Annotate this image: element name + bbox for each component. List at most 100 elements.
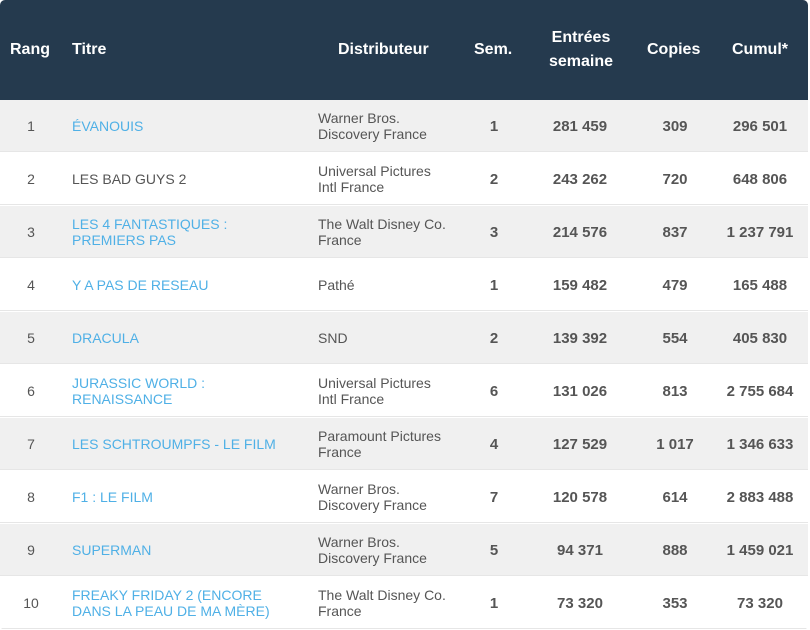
film-title-text[interactable]: Y A PAS DE RESEAU: [72, 277, 208, 293]
distributor-line1: Paramount Pictures: [318, 428, 441, 444]
film-title-text[interactable]: LES 4 FANTASTIQUES : PREMIERS PAS: [72, 216, 227, 248]
distributor-line1: SND: [318, 330, 348, 346]
film-title-link[interactable]: LES 4 FANTASTIQUES : PREMIERS PAS: [72, 206, 302, 258]
film-title-link[interactable]: FREAKY FRIDAY 2 (ENCORE DANS LA PEAU DE M…: [72, 577, 302, 629]
copies-cell: 720: [640, 153, 710, 205]
film-title-line1[interactable]: F1 : LE FILM: [72, 489, 153, 505]
weeks-cell: 1: [468, 100, 520, 152]
copies-value: 1 017: [656, 435, 694, 453]
film-title-line1[interactable]: DRACULA: [72, 330, 139, 346]
film-title-line1[interactable]: LES SCHTROUMPFS - LE FILM: [72, 436, 276, 452]
rank-value: 8: [27, 489, 35, 505]
distributor-text: Universal Pictures Intl France: [318, 375, 431, 407]
film-title-text[interactable]: F1 : LE FILM: [72, 489, 153, 505]
film-title-line2[interactable]: DANS LA PEAU DE MA MÈRE): [72, 603, 270, 619]
copies-cell: 479: [640, 259, 710, 311]
distributor-line2: Discovery France: [318, 497, 427, 513]
film-title-line1[interactable]: JURASSIC WORLD :: [72, 375, 206, 391]
distributor-line1: Warner Bros.: [318, 481, 400, 497]
weekly-admissions-cell: 214 576: [530, 206, 630, 258]
film-title-text[interactable]: JURASSIC WORLD : RENAISSANCE: [72, 375, 205, 407]
film-title-line1[interactable]: Y A PAS DE RESEAU: [72, 277, 209, 293]
cumulative-cell: 648 806: [712, 153, 808, 205]
cumulative-value: 73 320: [737, 594, 783, 612]
film-title-line1[interactable]: ÉVANOUIS: [72, 118, 144, 134]
distributor-cell: Warner Bros. Discovery France: [318, 524, 468, 576]
rank-value: 1: [27, 118, 35, 134]
distributor-cell: Paramount Pictures France: [318, 418, 468, 470]
cumulative-value: 1 346 633: [726, 435, 794, 453]
film-title-link[interactable]: SUPERMAN: [72, 524, 302, 576]
weeks-cell: 6: [468, 365, 520, 417]
weeks-value: 1: [489, 594, 499, 612]
film-title-text[interactable]: LES SCHTROUMPFS - LE FILM: [72, 436, 276, 452]
film-title-link[interactable]: DRACULA: [72, 312, 302, 364]
weeks-value: 3: [489, 223, 499, 241]
film-title-link[interactable]: F1 : LE FILM: [72, 471, 302, 523]
film-title-line1[interactable]: SUPERMAN: [72, 542, 152, 558]
film-title-text[interactable]: ÉVANOUIS: [72, 118, 143, 134]
cumulative-cell: 1 237 791: [712, 206, 808, 258]
distributor-text: SND: [318, 330, 348, 346]
weekly-admissions-value: 139 392: [552, 329, 608, 347]
cumulative-value: 1 237 791: [726, 223, 794, 241]
copies-value: 813: [662, 382, 688, 400]
copies-cell: 813: [640, 365, 710, 417]
film-title-line2[interactable]: RENAISSANCE: [72, 391, 173, 407]
header-distributeur: Distributeur: [338, 41, 429, 58]
distributor-cell: The Walt Disney Co. France: [318, 206, 468, 258]
film-title-line1[interactable]: LES 4 FANTASTIQUES :: [72, 216, 228, 232]
rank-cell: 5: [0, 312, 62, 364]
weeks-value: 1: [489, 117, 499, 135]
film-title-link[interactable]: LES SCHTROUMPFS - LE FILM: [72, 418, 302, 470]
film-title-text[interactable]: SUPERMAN: [72, 542, 151, 558]
copies-cell: 888: [640, 524, 710, 576]
distributor-line2: Intl France: [318, 391, 385, 407]
table-row: 1 ÉVANOUIS Warner Bros. Discovery France 1 28…: [0, 100, 808, 152]
weeks-value: 2: [489, 329, 499, 347]
cumulative-value: 2 883 488: [726, 488, 794, 506]
table-row: 9 SUPERMAN Warner Bros. Discovery France 5 94…: [0, 524, 808, 576]
copies-value: 614: [662, 488, 688, 506]
weekly-admissions-cell: 73 320: [530, 577, 630, 629]
distributor-line2: Discovery France: [318, 550, 427, 566]
weeks-value: 5: [489, 541, 499, 559]
distributor-text: The Walt Disney Co. France: [318, 216, 446, 248]
film-title-link[interactable]: JURASSIC WORLD : RENAISSANCE: [72, 365, 302, 417]
distributor-line2: Intl France: [318, 179, 385, 195]
copies-cell: 614: [640, 471, 710, 523]
table-row: 5 DRACULA SND 2 139 392 554 405 830: [0, 312, 808, 364]
header-rang: Rang: [10, 41, 50, 58]
distributor-text: Warner Bros. Discovery France: [318, 481, 427, 513]
weeks-cell: 1: [468, 577, 520, 629]
cumulative-value: 1 459 021: [726, 541, 794, 559]
cumulative-value: 648 806: [732, 170, 788, 188]
distributor-line2: Discovery France: [318, 126, 427, 142]
film-title-link[interactable]: Y A PAS DE RESEAU: [72, 259, 302, 311]
distributor-cell: The Walt Disney Co. France: [318, 577, 468, 629]
weeks-value: 7: [489, 488, 499, 506]
rank-cell: 2: [0, 153, 62, 205]
cumulative-value: 296 501: [732, 117, 788, 135]
copies-cell: 1 017: [640, 418, 710, 470]
weekly-admissions-cell: 139 392: [530, 312, 630, 364]
weeks-cell: 5: [468, 524, 520, 576]
film-title-text[interactable]: DRACULA: [72, 330, 139, 346]
film-title-text[interactable]: FREAKY FRIDAY 2 (ENCORE DANS LA PEAU DE M…: [72, 587, 270, 619]
rank-cell: 4: [0, 259, 62, 311]
rank-value: 3: [27, 224, 35, 240]
distributor-cell: Pathé: [318, 259, 468, 311]
distributor-cell: SND: [318, 312, 468, 364]
cumulative-cell: 1 459 021: [712, 524, 808, 576]
distributor-cell: Warner Bros. Discovery France: [318, 471, 468, 523]
film-title-line2[interactable]: PREMIERS PAS: [72, 232, 176, 248]
film-title-line1[interactable]: FREAKY FRIDAY 2 (ENCORE: [72, 587, 262, 603]
distributor-line2: France: [318, 603, 362, 619]
copies-value: 554: [662, 329, 688, 347]
weeks-cell: 7: [468, 471, 520, 523]
rank-cell: 6: [0, 365, 62, 417]
film-title-link[interactable]: ÉVANOUIS: [72, 100, 302, 152]
distributor-cell: Universal Pictures Intl France: [318, 153, 468, 205]
weekly-admissions-cell: 127 529: [530, 418, 630, 470]
weeks-cell: 1: [468, 259, 520, 311]
